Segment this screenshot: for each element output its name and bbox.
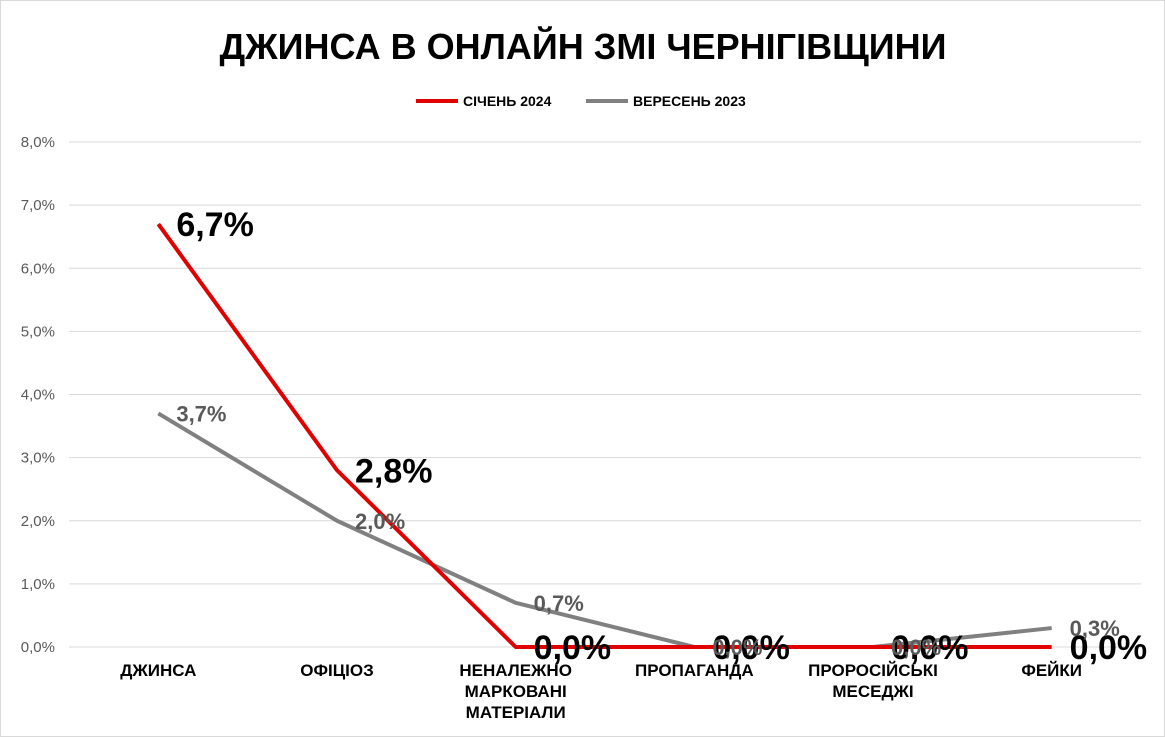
- y-tick-label: 3,0%: [21, 450, 55, 467]
- chart-title: ДЖИНСА В ОНЛАЙН ЗМІ ЧЕРНІГІВЩИНИ: [220, 25, 947, 67]
- data-label-1-2: 0,7%: [534, 591, 584, 616]
- series-line-0: [156, 222, 1052, 649]
- data-label-0-4: 0,0%: [891, 629, 969, 667]
- data-label-0-1: 2,8%: [355, 452, 433, 490]
- data-label-1-5: 0,3%: [1070, 616, 1120, 641]
- legend: СІЧЕНЬ 2024 ВЕРЕСЕНЬ 2023: [416, 93, 746, 109]
- y-tick-label: 1,0%: [21, 576, 55, 593]
- data-label-1-0: 3,7%: [176, 401, 226, 426]
- y-tick-label: 2,0%: [21, 513, 55, 530]
- x-tick-label: НЕНАЛЕЖНО МАРКОВАНІ МАТЕРІАЛИ: [459, 661, 572, 722]
- data-label-1-3: 0,0%: [712, 635, 762, 660]
- data-label-0-2: 0,0%: [534, 629, 612, 667]
- x-tick-label: ФЕЙКИ: [1021, 661, 1082, 680]
- legend-label-1: ВЕРЕСЕНЬ 2023: [633, 93, 746, 109]
- data-label-0-3: 0,0%: [712, 629, 790, 667]
- y-tick-label: 8,0%: [21, 134, 55, 151]
- y-tick-label: 0,0%: [21, 639, 55, 656]
- data-label-1-4: 0,0%: [891, 635, 941, 660]
- x-tick-label: ДЖИНСА: [120, 661, 196, 680]
- x-tick-label: ОФІЦІОЗ: [300, 661, 373, 680]
- y-tick-label: 4,0%: [21, 387, 55, 404]
- x-tick-label: ПРОПАГАНДА: [635, 661, 754, 680]
- y-tick-label: 5,0%: [21, 323, 55, 340]
- y-tick-label: 7,0%: [21, 197, 55, 214]
- data-label-0-0: 6,7%: [176, 206, 254, 244]
- data-label-1-1: 2,0%: [355, 509, 405, 534]
- legend-label-0: СІЧЕНЬ 2024: [463, 93, 552, 109]
- data-label-0-5: 0,0%: [1070, 629, 1148, 667]
- x-tick-label: ПРОРОСІЙСЬКІ МЕСЕДЖІ: [808, 661, 938, 701]
- series-line-1: [157, 411, 1052, 649]
- y-tick-label: 6,0%: [21, 260, 55, 277]
